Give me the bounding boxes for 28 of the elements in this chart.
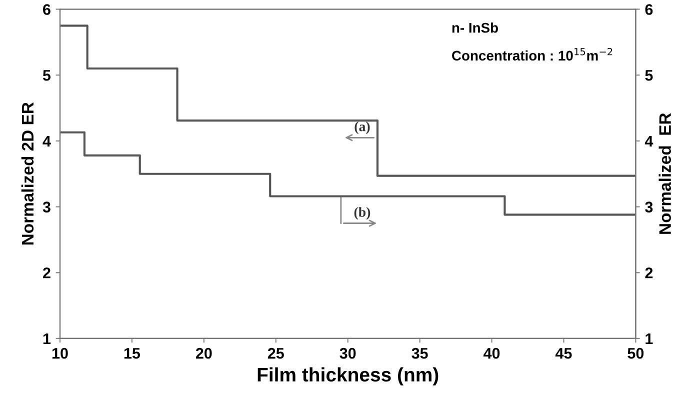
x-tick-label: 50 xyxy=(628,348,644,359)
y2-tick-label: 3 xyxy=(645,202,653,212)
annotation: (b) xyxy=(354,207,370,220)
x-tick-label: 20 xyxy=(196,348,212,359)
annotation: Concentration : 10$^{15}$m$^{−2}$ xyxy=(452,48,612,61)
x-tick-label: 40 xyxy=(483,348,500,359)
x-tick-label: 30 xyxy=(340,348,356,359)
y-tick-label: 1 xyxy=(43,334,51,344)
y2-axis-title: Normalized ER xyxy=(658,113,671,234)
annotation: (a) xyxy=(354,121,370,134)
y-tick-label: 2 xyxy=(43,268,50,278)
y2-tick-label: 6 xyxy=(645,4,653,15)
x-tick-label: 25 xyxy=(268,348,284,359)
y2-tick-label: 4 xyxy=(644,136,654,146)
y2-tick-label: 5 xyxy=(645,70,653,81)
y-tick-label: 4 xyxy=(42,136,51,146)
annotation: n- InSb xyxy=(452,22,498,33)
y-tick-label: 6 xyxy=(43,4,50,15)
x-tick-label: 10 xyxy=(52,348,68,359)
y-tick-label: 5 xyxy=(42,70,51,81)
x-axis-title: Film thickness (nm) xyxy=(258,367,438,386)
y2-tick-label: 1 xyxy=(646,334,653,344)
x-tick-label: 35 xyxy=(412,348,428,359)
x-tick-label: 15 xyxy=(124,348,140,359)
y-axis-title: Normalized 2D ER xyxy=(21,102,34,245)
y2-tick-label: 2 xyxy=(645,268,653,278)
x-tick-label: 45 xyxy=(555,348,572,359)
y-tick-label: 3 xyxy=(42,202,50,212)
